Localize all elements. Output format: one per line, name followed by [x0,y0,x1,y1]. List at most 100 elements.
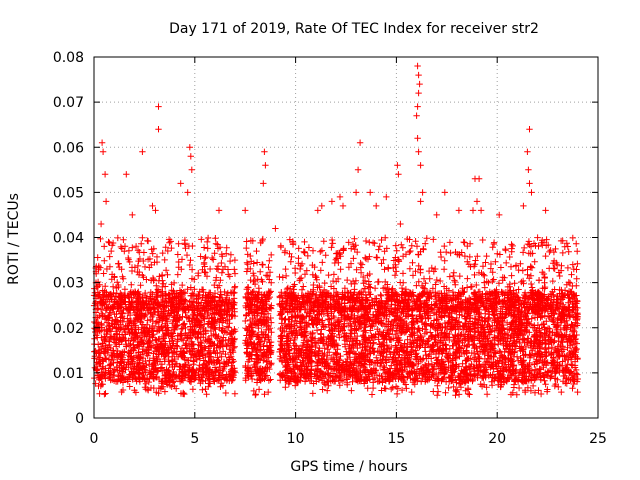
data-point [321,345,328,352]
data-point [555,269,563,276]
data-point [456,311,463,318]
data-point [255,386,263,393]
data-point [305,338,312,345]
data-point [412,268,419,275]
data-points [90,62,581,399]
data-point [535,387,542,394]
data-point [489,277,496,285]
data-point [446,273,453,280]
data-point [137,282,144,289]
data-point [324,346,331,353]
data-point [362,237,370,245]
data-point [528,280,535,288]
data-point [94,366,101,373]
data-point [134,262,142,270]
data-point [189,386,197,393]
data-point [464,275,471,282]
data-point [100,270,107,277]
data-point [515,286,522,293]
data-point [202,269,209,276]
data-point [125,247,133,254]
data-point [282,265,289,273]
data-point [349,277,357,285]
data-point [393,390,401,398]
data-point [456,272,463,280]
data-point [497,264,505,271]
data-point [432,289,439,296]
data-point [287,258,294,265]
data-point [398,284,406,292]
data-point [203,391,210,398]
data-point [243,244,250,252]
data-point [466,391,473,398]
data-point [210,256,217,263]
data-point [450,269,457,276]
data-point [129,244,136,251]
data-point [254,276,261,283]
data-point [545,313,552,320]
data-point [312,272,319,280]
data-point [483,252,490,260]
data-point [311,263,318,271]
data-point [376,243,383,250]
data-point [364,385,371,392]
data-point [326,316,333,323]
data-point [243,238,250,245]
data-point [389,325,396,332]
data-point [324,387,331,394]
data-point [574,388,581,396]
data-point [561,287,569,294]
data-point [473,281,480,289]
grid-lines [94,57,598,418]
data-point [351,235,358,242]
data-point [145,339,153,346]
data-point [353,266,360,273]
data-point [138,240,145,247]
data-point [187,257,194,264]
data-point [570,380,577,388]
data-point [378,260,385,267]
data-point [221,263,229,270]
data-point [282,272,290,280]
data-point [547,247,554,254]
data-point [511,280,518,287]
data-point [199,386,206,393]
data-point [446,239,454,246]
data-point [409,259,416,266]
data-point [170,368,177,376]
data-point [574,260,581,267]
data-point [388,385,395,393]
data-point [226,331,234,338]
data-point [330,271,338,278]
data-point [325,271,332,279]
data-point [309,271,316,278]
data-point [399,244,406,251]
data-point [309,390,316,397]
data-point [141,263,149,271]
data-point [407,247,414,255]
data-point [153,282,160,289]
data-point [206,265,214,273]
data-point [573,240,580,247]
data-point [556,272,563,280]
data-point [403,385,410,392]
data-point [226,346,233,353]
data-point [490,276,497,283]
data-point [223,250,230,257]
data-point [161,388,169,395]
data-point [508,272,515,279]
data-point [319,259,326,266]
data-point [564,360,571,368]
data-point [218,269,226,276]
data-point [262,364,270,371]
data-point [282,384,289,391]
data-point [479,263,487,270]
data-point [364,256,372,263]
data-point [265,377,273,384]
data-point [415,262,422,270]
data-point [329,240,336,247]
data-point [513,391,520,398]
